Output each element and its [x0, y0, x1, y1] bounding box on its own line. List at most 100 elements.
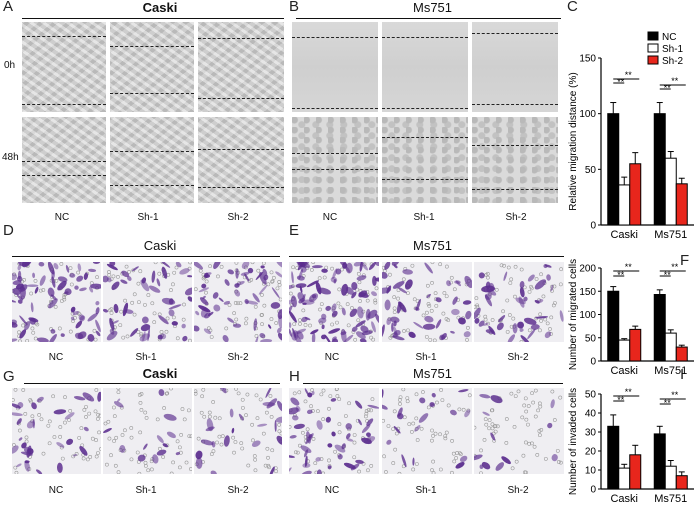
- transwell-image-caski-nc-migration: [12, 262, 101, 342]
- significance-marker: **: [625, 262, 633, 272]
- panel-h-title: Ms751: [412, 366, 453, 381]
- stain-texture: [12, 262, 101, 342]
- stain-texture: [194, 262, 282, 342]
- bar-nc-ms751: [653, 433, 666, 490]
- wound-image-ms751-sh1-0h: [382, 22, 468, 112]
- y-tick-label: 100: [579, 109, 596, 120]
- panel-b-title: Ms751: [412, 0, 453, 15]
- wound-image-ms751-nc-0h: [292, 22, 378, 112]
- category-label: Ms751: [654, 493, 687, 505]
- legend-label-nc: NC: [662, 32, 676, 43]
- bar-sh-1-ms751: [664, 465, 677, 490]
- legend-swatch-nc: [647, 31, 659, 41]
- significance-marker: **: [617, 270, 625, 280]
- bar-sh-1-caski: [618, 467, 631, 490]
- col-label-h-sh1: Sh-1: [415, 485, 437, 496]
- bar-nc-caski: [607, 425, 620, 490]
- panel-h-rule: [303, 383, 563, 384]
- category-label: Caski: [610, 229, 638, 241]
- col-label-a-sh1: Sh-1: [137, 212, 159, 223]
- panel-a-title: Caski: [142, 0, 178, 15]
- col-label-g-nc: NC: [48, 485, 64, 496]
- transwell-image-ms751-sh2-invasion: [474, 388, 564, 474]
- transwell-image-ms751-nc-migration: [289, 262, 379, 342]
- stain-texture: [474, 388, 563, 474]
- y-tick-label: 50: [585, 333, 597, 344]
- bar-nc-caski: [607, 113, 620, 226]
- legend-label-sh-2: Sh-2: [662, 56, 684, 67]
- col-label-d-sh2: Sh-2: [227, 352, 249, 363]
- stain-texture: [382, 388, 472, 474]
- stain-texture: [194, 388, 282, 474]
- col-label-b-nc: NC: [322, 212, 338, 223]
- bar-nc-ms751: [653, 113, 666, 226]
- transwell-image-caski-sh2-migration: [194, 262, 282, 342]
- bar-sh-2-ms751: [675, 475, 688, 490]
- significance-marker: **: [671, 390, 679, 400]
- wound-image-caski-sh2-48h: [198, 117, 284, 203]
- row-label-48h: 48h: [2, 152, 19, 163]
- wound-image-caski-sh2-0h: [198, 22, 284, 112]
- transwell-image-ms751-nc-invasion: [289, 388, 379, 474]
- bar-sh-1-caski: [618, 339, 631, 362]
- col-label-a-sh2: Sh-2: [227, 212, 249, 223]
- stain-texture: [103, 388, 192, 474]
- stain-texture: [103, 262, 192, 342]
- col-label-b-sh1: Sh-1: [413, 212, 435, 223]
- panel-e-title: Ms751: [412, 238, 453, 253]
- significance-marker: **: [625, 70, 633, 80]
- panel-a-rule: [22, 18, 284, 19]
- category-label: Ms751: [654, 365, 687, 377]
- panel-label-e: E: [289, 222, 300, 239]
- significance-marker: **: [664, 398, 672, 408]
- panel-e-rule: [289, 256, 564, 257]
- panel-label-h: H: [289, 368, 300, 385]
- wound-image-caski-nc-0h: [22, 22, 106, 112]
- legend-swatch-sh-1: [647, 43, 659, 53]
- col-label-g-sh2: Sh-2: [227, 485, 249, 496]
- y-tick-label: 150: [579, 287, 596, 298]
- col-label-a-nc: NC: [54, 212, 70, 223]
- bar-sh-1-caski: [618, 184, 631, 226]
- bar-nc-ms751: [653, 294, 666, 362]
- col-label-e-nc: NC: [324, 352, 340, 363]
- bar-sh-1-ms751: [664, 157, 677, 226]
- y-tick-label: 200: [579, 264, 596, 275]
- wound-image-ms751-sh2-48h: [472, 117, 558, 203]
- panel-g-title: Caski: [142, 366, 178, 381]
- bar-sh-2-caski: [629, 163, 642, 226]
- transwell-image-caski-sh1-migration: [103, 262, 192, 342]
- col-label-e-sh2: Sh-2: [507, 352, 529, 363]
- y-tick-label: 0: [590, 357, 596, 368]
- transwell-image-caski-nc-invasion: [12, 388, 101, 474]
- significance-marker: **: [664, 83, 672, 93]
- legend-label-sh-1: Sh-1: [662, 44, 684, 55]
- col-label-d-nc: NC: [48, 352, 64, 363]
- category-label: Caski: [610, 493, 638, 505]
- bar-sh-2-ms751: [675, 346, 688, 362]
- col-label-h-nc: NC: [324, 485, 340, 496]
- stain-texture: [382, 262, 472, 342]
- panel-g-rule: [24, 383, 280, 384]
- panel-label-g: G: [3, 368, 15, 385]
- category-label: Caski: [610, 365, 638, 377]
- bar-sh-2-caski: [629, 328, 642, 362]
- panel-b-rule: [296, 18, 561, 19]
- stain-texture: [289, 388, 379, 474]
- wound-image-ms751-nc-48h: [292, 117, 378, 203]
- panel-d-rule: [12, 256, 280, 257]
- panel-label-f: F: [680, 252, 690, 269]
- y-tick-label: 40: [585, 409, 597, 420]
- y-tick-label: 150: [579, 54, 596, 65]
- y-tick-label: 100: [579, 310, 596, 321]
- panel-label-d: D: [3, 222, 14, 239]
- y-tick-label: 10: [585, 466, 597, 477]
- bar-sh-2-ms751: [675, 183, 688, 226]
- significance-marker: **: [671, 262, 679, 272]
- wound-image-caski-sh1-0h: [110, 22, 194, 112]
- col-label-h-sh2: Sh-2: [507, 485, 529, 496]
- panel-label-i: I: [680, 366, 685, 383]
- y-tick-label: 20: [585, 447, 597, 458]
